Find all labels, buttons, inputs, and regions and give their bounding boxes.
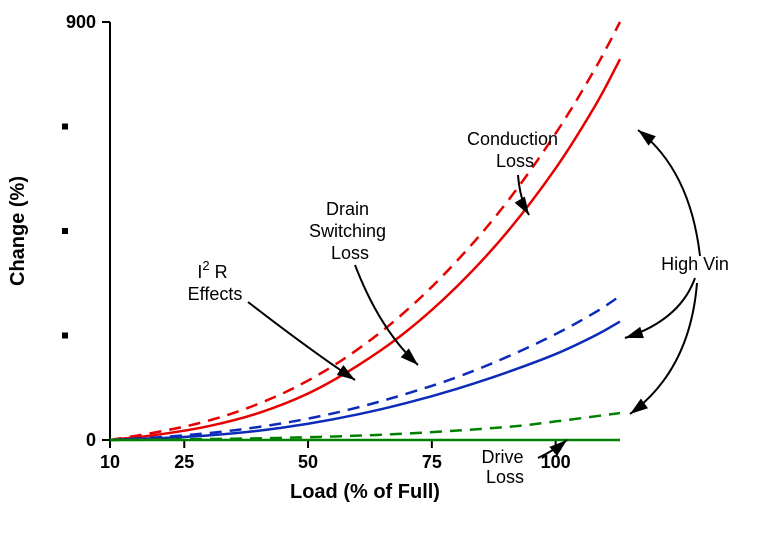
high-vin-arrow-2 [625,278,695,338]
y-mark [62,124,68,130]
x-axis-title: Load (% of Full) [290,481,440,503]
high-vin-arrow-3 [630,283,697,414]
y-tick-label: 900 [66,12,96,32]
x-tick-label: 25 [174,452,194,472]
i2r-effects-arrow [248,302,355,380]
annotations: Conduction Loss Drain Switching Loss I2 … [188,129,729,487]
conduction-loss-label: Conduction Loss [467,129,563,171]
i2r-effects-label: I2 R Effects [188,258,243,304]
y-mark [62,333,68,339]
loss-chart: 10255075100 0900 Load (% of Full) Change… [0,0,775,536]
high-vin-arrow-1 [638,130,700,256]
x-tick-label: 10 [100,452,120,472]
x-tick-label: 50 [298,452,318,472]
y-marks [62,124,68,339]
y-tick-label: 0 [86,430,96,450]
drain-switching-loss-arrow [355,265,418,365]
x-tick-label: 75 [422,452,442,472]
y-ticks: 0 900 [66,12,110,450]
y-axis-title: Change (%) [7,176,29,286]
axes: 10255075100 0900 Load (% of Full) Change… [7,12,620,503]
drain-switching-loss-label: Drain Switching Loss [309,199,391,263]
high-vin-label: High Vin [661,254,729,274]
y-mark [62,228,68,234]
drive-loss-label: Drive Loss [481,447,528,487]
curve-drain_dashed [110,296,620,440]
